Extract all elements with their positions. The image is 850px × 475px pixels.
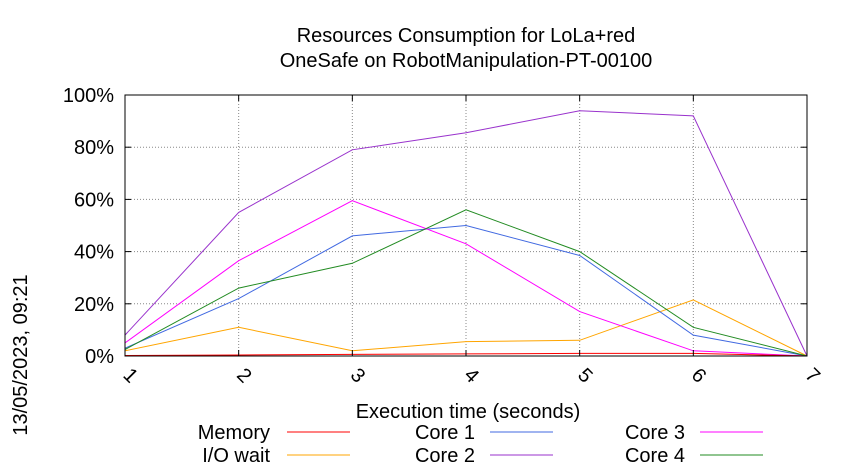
y-tick-label: 40%: [74, 242, 114, 264]
y-tick-label: 80%: [74, 137, 114, 159]
legend-label-core-1: Core 1: [415, 422, 475, 444]
x-tick-label: 7: [801, 364, 824, 387]
x-tick-label: 3: [346, 364, 369, 387]
chart-title: Resources Consumption for LoLa+red: [297, 25, 636, 47]
series-line-core-4: [124, 209, 808, 357]
series-line-i-o-wait: [124, 299, 808, 357]
legend-label-core-4: Core 4: [625, 445, 685, 467]
y-tick-label: 20%: [74, 294, 114, 316]
series-line-core-2: [124, 110, 808, 357]
legend-label-i-o-wait: I/O wait: [202, 445, 270, 467]
series-line-core-1: [124, 224, 808, 357]
legend-label-core-3: Core 3: [625, 422, 685, 444]
legend-label-core-2: Core 2: [415, 445, 475, 467]
ticks: 0% 20% 40% 60% 80% 100% 1 2 3 4 5 6 7: [63, 85, 824, 387]
x-tick-label: 2: [232, 364, 255, 387]
y-tick-label: 0%: [85, 346, 114, 368]
legend-label-memory: Memory: [198, 422, 270, 444]
x-tick-label: 1: [119, 364, 142, 387]
timestamp: 13/05/2023, 09:21: [10, 274, 32, 435]
y-tick-label: 100%: [63, 85, 114, 107]
y-tick-label: 60%: [74, 189, 114, 211]
x-tick-label: 4: [460, 364, 483, 387]
x-axis-label: Execution time (seconds): [356, 401, 581, 423]
x-tick-label: 6: [687, 364, 710, 387]
x-tick-label: 5: [573, 364, 596, 387]
chart-subtitle: OneSafe on RobotManipulation-PT-00100: [280, 50, 652, 72]
